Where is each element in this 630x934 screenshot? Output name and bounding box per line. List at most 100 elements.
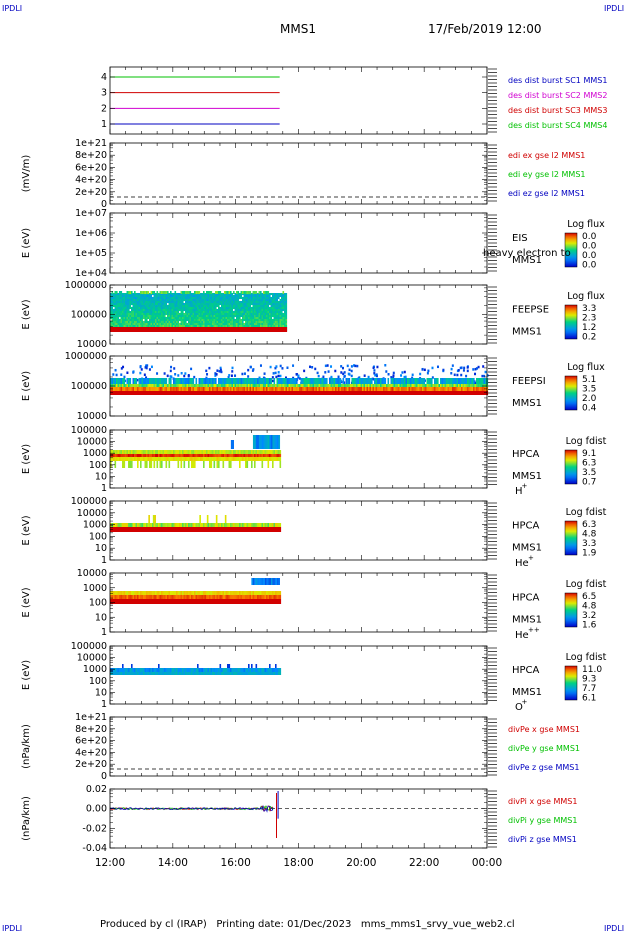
spectrogram-cell xyxy=(221,293,223,295)
spectrogram-cell xyxy=(201,457,204,461)
spectrogram-cell xyxy=(326,391,328,395)
spectrogram-cell xyxy=(185,317,187,319)
spectrogram-cell xyxy=(284,327,286,332)
spectrogram-cell xyxy=(477,387,480,391)
spectrogram-cell xyxy=(230,299,232,301)
spectrogram-cell xyxy=(185,454,187,457)
spectrogram-cell xyxy=(272,303,274,305)
spectrogram-cell xyxy=(204,321,207,323)
spectrogram-cell xyxy=(120,327,123,332)
spectrogram-cell xyxy=(135,315,138,317)
spectrogram-cell xyxy=(273,450,276,454)
spectrogram-cell xyxy=(146,303,148,305)
spectrogram-cell xyxy=(122,523,124,527)
spectrogram-cell xyxy=(236,307,238,309)
spectrogram-cell xyxy=(207,295,210,297)
feepsi-speckle xyxy=(342,372,345,376)
spectrogram-cell xyxy=(195,454,198,457)
spectrogram-cell xyxy=(170,299,172,301)
feepsi-speckle xyxy=(120,373,123,376)
spectrogram-cell xyxy=(243,387,246,391)
spectrogram-cell xyxy=(350,391,352,395)
spectrogram-cell xyxy=(126,297,129,299)
spectrogram-cell xyxy=(126,527,129,532)
spectrogram-cell xyxy=(113,391,115,395)
spectrogram-cell xyxy=(188,317,190,319)
spectrogram-cell xyxy=(245,309,247,311)
spectrogram-cell xyxy=(203,387,205,391)
spectrogram-cell xyxy=(168,297,171,299)
spectrogram-cell xyxy=(291,387,294,391)
spectrogram-cell xyxy=(152,291,154,294)
spectrogram-cell xyxy=(473,387,475,391)
spectrogram-cell xyxy=(140,527,142,532)
spectrogram-cell xyxy=(173,387,175,391)
spectrogram-cell xyxy=(228,461,231,468)
spectrogram-cell xyxy=(114,301,117,303)
spectrogram-cell xyxy=(225,321,228,323)
spectrogram-cell xyxy=(168,319,171,321)
spectrogram-cell xyxy=(341,387,343,391)
spectrogram-cell xyxy=(122,297,124,299)
spectrogram-cell xyxy=(140,325,142,327)
spectrogram-cell xyxy=(306,378,309,384)
spectrogram-cell xyxy=(117,384,120,387)
spectrogram-cell xyxy=(138,325,141,327)
spectrogram-cell xyxy=(198,295,201,297)
colorbar-tick-eis: 0.0 xyxy=(582,251,597,261)
spectrogram-cell xyxy=(186,391,189,395)
spectrogram-cell xyxy=(201,319,204,321)
spectrogram-cell xyxy=(195,295,198,297)
spectrogram-cell xyxy=(138,301,141,303)
spectrogram-cell xyxy=(195,527,198,532)
spectrogram-cell xyxy=(134,450,136,454)
spectrogram-cell xyxy=(161,299,163,301)
spectrogram-cell xyxy=(246,387,249,391)
spectrogram-cell xyxy=(252,391,255,395)
spectrogram-cell xyxy=(387,378,390,384)
spectrogram-cell xyxy=(240,327,243,332)
spectrogram-cell xyxy=(272,461,274,468)
spectrogram-cell xyxy=(243,301,246,303)
spectrogram-cell xyxy=(132,327,135,332)
spectrogram-cell xyxy=(243,305,246,307)
spectrogram-cell xyxy=(252,313,255,315)
spectrogram-cell xyxy=(185,319,187,321)
spectrogram-cell xyxy=(257,303,259,305)
spectrogram-cell xyxy=(182,327,184,332)
spectrogram-cell xyxy=(195,384,198,387)
spectrogram-cell xyxy=(275,303,277,305)
spectrogram-cell xyxy=(138,295,141,297)
spectrogram-cell xyxy=(137,391,139,395)
spectrogram-cell xyxy=(114,297,117,299)
spectrogram-cell xyxy=(207,311,210,313)
spectrogram-cell xyxy=(126,307,129,309)
feepsi-speckle xyxy=(373,369,376,372)
spectrogram-cell xyxy=(269,391,271,395)
spectrogram-cell xyxy=(174,323,177,325)
spectrogram-cell xyxy=(179,523,181,527)
spectrogram-cell xyxy=(216,301,219,303)
spectrogram-cell xyxy=(203,461,205,468)
spectrogram-cell xyxy=(365,384,367,387)
spectrogram-cell xyxy=(159,384,162,387)
spectrogram-cell xyxy=(231,378,234,384)
spectrogram-cell xyxy=(434,378,436,384)
spectrogram-cell xyxy=(170,309,172,311)
spectrogram-cell xyxy=(153,461,156,468)
spectrogram-cell xyxy=(185,291,187,294)
spectrogram-cell xyxy=(264,319,267,321)
spectrogram-cell xyxy=(173,321,175,323)
spectrogram-cell xyxy=(210,454,213,457)
spectrogram-cell xyxy=(224,378,226,384)
spectrogram-cell xyxy=(158,323,160,325)
spectrogram-cell xyxy=(393,391,396,395)
spectrogram-cell xyxy=(330,378,333,384)
spectrogram-cell xyxy=(194,454,196,457)
spectrogram-cell xyxy=(224,457,226,461)
spectrogram-cell xyxy=(230,325,232,327)
spectrogram-cell xyxy=(189,319,192,321)
spectrogram-cell xyxy=(225,315,228,317)
spectrogram-cell xyxy=(176,307,178,309)
spectrogram-cell xyxy=(113,313,115,315)
